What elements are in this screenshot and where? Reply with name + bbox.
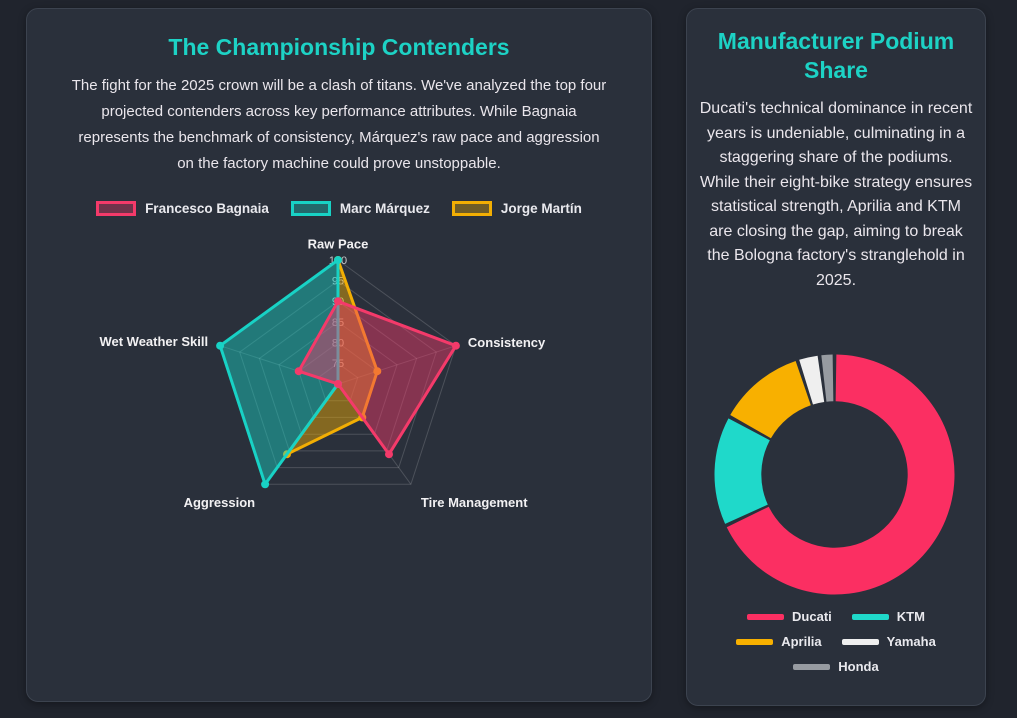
legend-label: Yamaha [886, 634, 936, 649]
radar-point-marc-m-rquez[interactable] [261, 480, 270, 489]
radar-axis-label-raw-pace: Raw Pace [308, 237, 369, 252]
legend-label: Jorge Martín [500, 201, 582, 216]
legend-swatch-honda [793, 663, 831, 670]
legend-label: Honda [838, 659, 879, 674]
legend-item-yamaha[interactable]: Yamaha [841, 634, 936, 649]
donut-slice-ducati[interactable] [726, 354, 955, 595]
podium-share-card-title: Manufacturer Podium Share [717, 28, 955, 83]
radar-chart-legend: Francesco Bagnaia Marc Márquez Jorge Martí… [27, 201, 651, 216]
legend-item-jorge-mart-n[interactable]: Jorge Martín [451, 201, 582, 216]
radar-grid-ring [317, 362, 359, 402]
legend-swatch-ktm [851, 613, 889, 620]
donut-slice-yamaha[interactable] [799, 355, 825, 405]
legend-item-ducati[interactable]: Ducati [747, 609, 832, 624]
donut-slice-honda[interactable] [821, 354, 834, 402]
radar-grid-ring [298, 342, 378, 418]
radar-point-francesco-bagnaia[interactable] [334, 380, 342, 388]
radar-axis-label-wet-weather-skill: Wet Weather Skill [99, 334, 208, 349]
legend-label: KTM [896, 609, 925, 624]
legend-swatch-yamaha [841, 638, 879, 645]
donut-slice-ktm[interactable] [714, 418, 770, 524]
radar-point-francesco-bagnaia[interactable] [334, 297, 342, 306]
legend-item-ktm[interactable]: KTM [851, 609, 925, 624]
radar-point-francesco-bagnaia[interactable] [385, 450, 393, 459]
legend-label: Francesco Bagnaia [145, 201, 269, 216]
radar-series-francesco-bagnaia[interactable] [297, 299, 458, 456]
contenders-card-description: The fight for the 2025 crown will be a c… [71, 77, 607, 172]
radar-grid-ring [258, 300, 418, 452]
radar-point-marc-m-rquez[interactable] [334, 256, 342, 264]
radar-axis-label-tire-management: Tire Management [421, 495, 528, 510]
radar-grid-ring [278, 321, 398, 435]
radar-point-jorge-mart-n[interactable] [373, 367, 382, 376]
legend-swatch-jorge-mart-n [451, 201, 492, 216]
donut-slice-aprilia[interactable] [730, 360, 811, 439]
podium-share-card: Manufacturer Podium Share Ducati's techn… [686, 8, 986, 706]
legend-label: Aprilia [781, 634, 822, 649]
radar-grid-spoke [337, 345, 457, 385]
legend-item-marc-m-rquez[interactable]: Marc Márquez [290, 201, 430, 216]
podium-share-card-description: Ducati's technical dominance in recent y… [699, 100, 973, 289]
radar-point-francesco-bagnaia[interactable] [294, 367, 303, 376]
legend-item-honda[interactable]: Honda [793, 659, 879, 674]
contenders-card-title: The Championship Contenders [168, 34, 510, 60]
legend-swatch-francesco-bagnaia [96, 201, 137, 216]
donut-chart-legend: Ducati KTM Aprilia Yamaha Honda [720, 609, 952, 674]
legend-label: Marc Márquez [339, 201, 430, 216]
legend-label: Ducati [792, 609, 832, 624]
contenders-card: The Championship Contenders The fight fo… [26, 8, 652, 702]
radar-axis-label-consistency: Consistency [468, 335, 546, 350]
legend-swatch-ducati [747, 613, 785, 620]
radar-grid-ring [239, 280, 437, 469]
donut-chart[interactable] [687, 9, 985, 705]
radar-axis-label-aggression: Aggression [184, 495, 256, 510]
legend-item-francesco-bagnaia[interactable]: Francesco Bagnaia [96, 201, 269, 216]
radar-point-francesco-bagnaia[interactable] [451, 341, 460, 350]
legend-swatch-aprilia [736, 638, 774, 645]
radar-point-marc-m-rquez[interactable] [216, 341, 225, 350]
legend-swatch-marc-m-rquez [290, 201, 331, 216]
legend-item-aprilia[interactable]: Aprilia [736, 634, 822, 649]
